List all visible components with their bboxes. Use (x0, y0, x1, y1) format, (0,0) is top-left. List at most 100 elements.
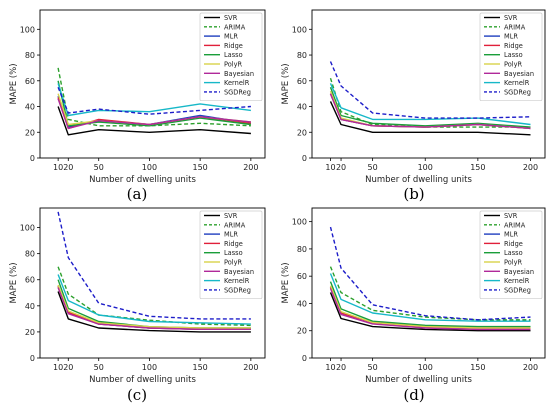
series-line-polyr (57, 284, 251, 329)
series-line-kernelr (57, 274, 251, 325)
x-tick-label: 100 (142, 163, 157, 172)
x-tick-label: 150 (470, 363, 485, 372)
x-axis-label: Number of dwelling units (89, 175, 196, 185)
legend-label: Ridge (224, 240, 243, 248)
legend-label: KernelR (504, 277, 530, 285)
x-tick-label: 20 (63, 363, 73, 372)
x-tick-label: 100 (418, 163, 433, 172)
legend-label: PolyR (504, 61, 523, 69)
x-tick-label: 50 (368, 163, 378, 172)
legend-label: Bayesian (504, 268, 534, 276)
panel-caption: (c) (127, 386, 147, 404)
series-line-lasso (329, 281, 531, 328)
legend-label: ARIMA (504, 23, 526, 31)
legend-box (479, 12, 543, 102)
y-tick-label: 80 (25, 51, 35, 60)
series-line-bayesian (329, 288, 531, 331)
series-line-lasso (329, 86, 531, 128)
legend-label: SGDReg (224, 286, 251, 294)
plot-frame (39, 9, 266, 159)
legend-label: PolyR (504, 259, 523, 267)
legend-label: ARIMA (224, 23, 246, 31)
x-tick-label: 200 (243, 363, 258, 372)
y-tick-label: 60 (297, 77, 307, 86)
y-tick-label: 0 (30, 154, 35, 163)
legend-label: Ridge (504, 240, 523, 248)
y-tick-label: 40 (297, 299, 307, 308)
y-tick-label: 100 (20, 25, 35, 34)
legend-label: ARIMA (224, 221, 246, 229)
series-line-arima (329, 77, 531, 128)
plot-frame (311, 9, 546, 159)
x-tick-label: 20 (63, 163, 73, 172)
legend-label: SGDReg (504, 88, 531, 96)
panel-caption: (d) (403, 386, 424, 404)
y-tick-label: 40 (25, 103, 35, 112)
x-tick-label: 10 (325, 163, 335, 172)
legend-label: MLR (224, 33, 238, 41)
legend-label: ARIMA (504, 221, 526, 229)
legend-label: SGDReg (224, 88, 251, 96)
legend-label: SVR (224, 212, 238, 220)
legend-label: SVR (504, 14, 518, 22)
legend-label: Bayesian (224, 268, 254, 276)
plot-frame (311, 207, 546, 359)
legend-label: MLR (504, 231, 518, 239)
x-tick-label: 10 (53, 363, 63, 372)
y-tick-label: 100 (292, 25, 307, 34)
x-tick-label: 150 (470, 163, 485, 172)
legend-label: SVR (224, 14, 238, 22)
legend-label: KernelR (224, 79, 250, 87)
legend-label: PolyR (224, 259, 243, 267)
y-tick-label: 60 (297, 272, 307, 281)
legend-label: Lasso (504, 249, 523, 257)
legend-box (479, 210, 543, 300)
y-tick-label: 40 (297, 103, 307, 112)
x-tick-label: 100 (142, 363, 157, 372)
series-line-kernelr (329, 83, 531, 126)
y-axis-label: MAPE (%) (281, 63, 291, 104)
panel-caption: (a) (127, 185, 148, 203)
series-line-svr (329, 292, 531, 332)
panel-caption: (b) (403, 185, 424, 203)
legend-label: MLR (504, 33, 518, 41)
series-line-sgdreg (329, 226, 531, 321)
legend-label: KernelR (224, 277, 250, 285)
x-axis-label: Number of dwelling units (89, 375, 196, 385)
y-tick-label: 0 (30, 354, 35, 363)
series-line-kernelr (57, 83, 251, 117)
x-axis-label: Number of dwelling units (365, 175, 472, 185)
y-tick-label: 100 (20, 224, 35, 233)
plot-frame (39, 207, 266, 359)
series-line-bayesian (57, 287, 251, 330)
legend-label: Lasso (224, 51, 243, 59)
y-tick-label: 100 (292, 218, 307, 227)
x-tick-label: 50 (94, 163, 104, 172)
legend-label: Ridge (504, 42, 523, 50)
y-tick-label: 80 (297, 51, 307, 60)
x-tick-label: 150 (193, 363, 208, 372)
legend-box (199, 12, 263, 102)
x-tick-label: 50 (368, 363, 378, 372)
legend-label: Ridge (224, 42, 243, 50)
series-line-arima (329, 266, 531, 321)
series-line-svr (57, 106, 251, 136)
y-tick-label: 40 (25, 302, 35, 311)
x-tick-label: 200 (523, 363, 538, 372)
y-tick-label: 0 (302, 354, 307, 363)
x-tick-label: 100 (418, 363, 433, 372)
y-axis-label: MAPE (%) (9, 63, 19, 104)
series-line-bayesian (329, 93, 531, 130)
series-line-sgdreg (57, 211, 251, 320)
legend-label: SVR (504, 212, 518, 220)
y-tick-label: 0 (302, 154, 307, 163)
series-line-svr (329, 101, 531, 136)
x-tick-label: 20 (336, 363, 346, 372)
x-tick-label: 200 (243, 163, 258, 172)
x-tick-label: 150 (193, 163, 208, 172)
